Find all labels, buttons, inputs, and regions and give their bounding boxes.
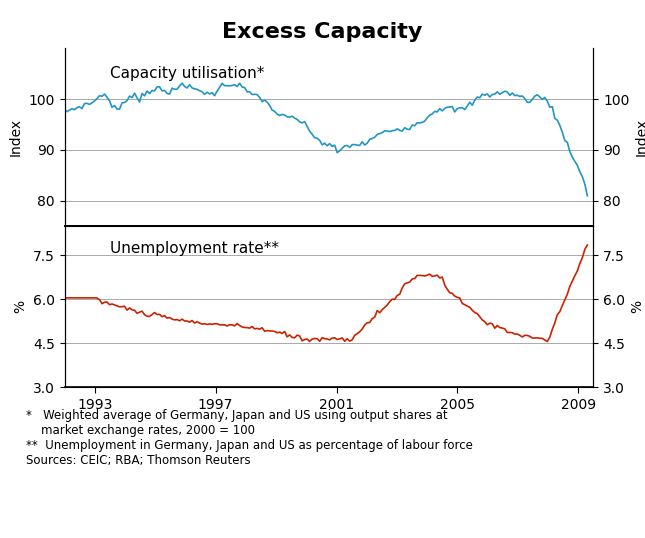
Text: Unemployment rate**: Unemployment rate** xyxy=(110,240,279,256)
Text: *   Weighted average of Germany, Japan and US using output shares at
    market : * Weighted average of Germany, Japan and… xyxy=(26,409,473,467)
Y-axis label: Index: Index xyxy=(635,118,645,156)
Y-axis label: %: % xyxy=(631,300,645,313)
Text: Excess Capacity: Excess Capacity xyxy=(223,22,422,41)
Text: Capacity utilisation*: Capacity utilisation* xyxy=(110,66,264,81)
Y-axis label: %: % xyxy=(13,300,27,313)
Y-axis label: Index: Index xyxy=(9,118,23,156)
